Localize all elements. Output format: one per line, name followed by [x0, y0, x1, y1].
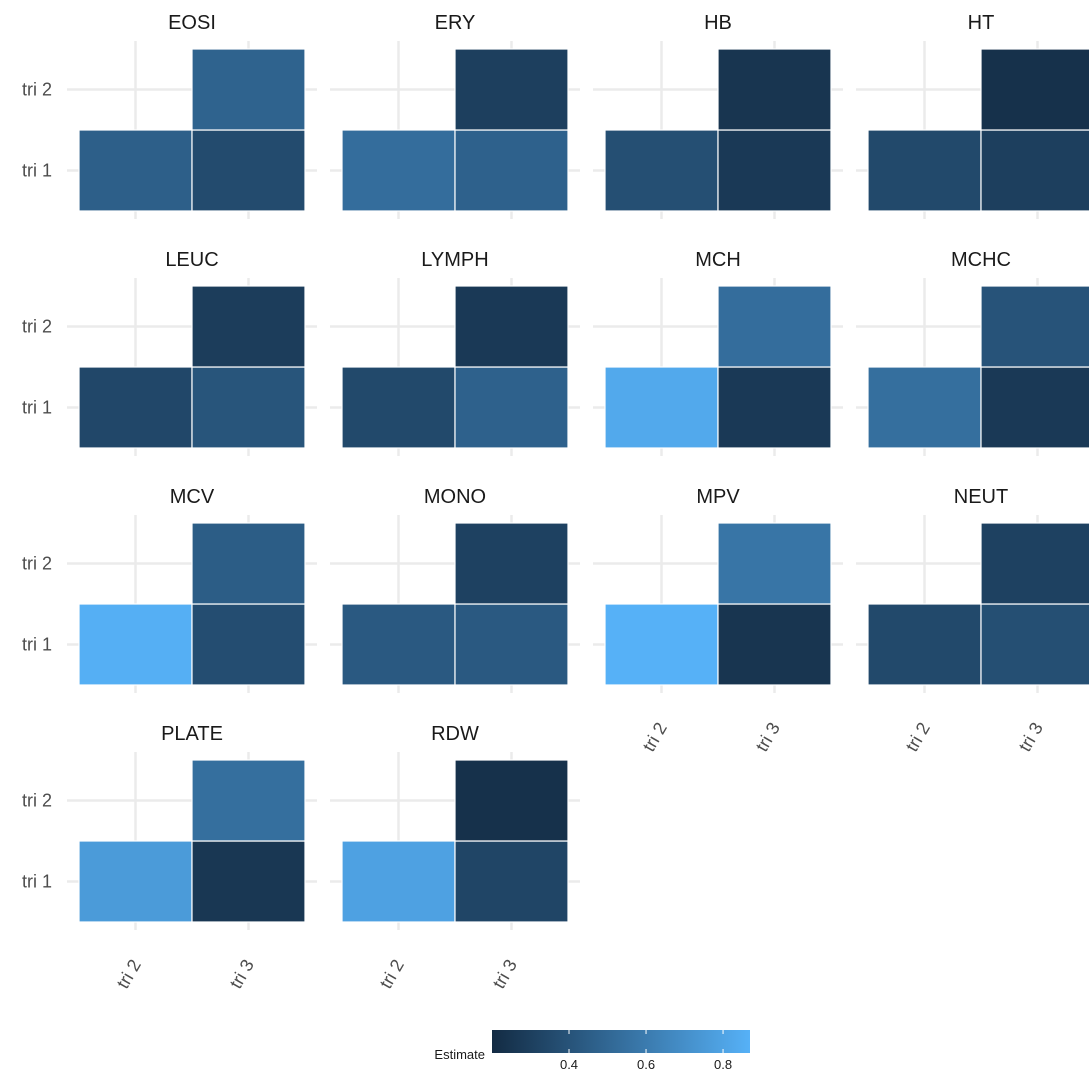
- heatmap-tile: [717, 48, 832, 131]
- heatmap-tile: [980, 285, 1089, 368]
- heatmap-tile: [191, 603, 306, 686]
- panel-title: ERY: [435, 12, 476, 34]
- y-tick-label: tri 1: [22, 398, 52, 418]
- panel-rdw: RDW tri 2 tri 3: [330, 723, 580, 992]
- panel-title: MONO: [424, 486, 486, 508]
- heatmap-tile: [454, 366, 569, 449]
- heatmap-tile: [980, 522, 1089, 605]
- panel-lymph: LYMPH: [330, 249, 580, 456]
- panel-title: MCHC: [951, 249, 1011, 271]
- heatmap-tile: [341, 840, 456, 923]
- panel-title: LEUC: [165, 249, 218, 271]
- y-tick-label: tri 1: [22, 635, 52, 655]
- heatmap-tile: [980, 129, 1089, 212]
- heatmap-tile: [454, 840, 569, 923]
- panel-hb: HB: [593, 12, 843, 219]
- panel-eosi: EOSI tri 1 tri 2: [22, 12, 317, 219]
- legend-tick-label: 0.8: [714, 1057, 732, 1072]
- panel-neut: NEUT tri 2 tri 3: [856, 486, 1089, 755]
- y-tick-label: tri 2: [22, 791, 52, 811]
- x-tick-label: tri 2: [113, 956, 145, 992]
- panel-title: EOSI: [168, 12, 216, 34]
- panel-leuc: LEUC tri 1 tri 2: [22, 249, 317, 456]
- panel-title: MCV: [170, 486, 215, 508]
- y-tick-label: tri 2: [22, 317, 52, 337]
- legend-tick-label: 0.4: [560, 1057, 578, 1072]
- x-tick-label: tri 3: [226, 956, 258, 992]
- heatmap-tile: [454, 522, 569, 605]
- panel-title: LYMPH: [421, 249, 488, 271]
- x-tick-label: tri 2: [376, 956, 408, 992]
- heatmap-tile: [980, 366, 1089, 449]
- panel-title: MPV: [696, 486, 740, 508]
- heatmap-tile: [867, 129, 982, 212]
- heatmap-tile: [717, 366, 832, 449]
- x-tick-label: tri 3: [1015, 719, 1047, 755]
- panel-ht: HT: [856, 12, 1089, 219]
- panel-title: HT: [968, 12, 995, 34]
- y-tick-label: tri 1: [22, 161, 52, 181]
- heatmap-tile: [191, 840, 306, 923]
- y-tick-label: tri 2: [22, 554, 52, 574]
- heatmap-tile: [717, 129, 832, 212]
- heatmap-tile: [717, 285, 832, 368]
- panel-mch: MCH: [593, 249, 843, 456]
- heatmap-tile: [454, 129, 569, 212]
- panel-title: RDW: [431, 723, 479, 745]
- color-legend: Estimate 0.4 0.6 0.8: [434, 1030, 750, 1072]
- heatmap-tile: [454, 48, 569, 131]
- panel-mono: MONO: [330, 486, 580, 693]
- heatmap-tile: [191, 759, 306, 842]
- heatmap-tile: [191, 366, 306, 449]
- heatmap-tile: [191, 129, 306, 212]
- heatmap-tile: [78, 840, 193, 923]
- heatmap-tile: [454, 603, 569, 686]
- panel-title: HB: [704, 12, 732, 34]
- panel-plate: PLATE tri 1 tri 2 tri 2 tri 3: [22, 723, 317, 992]
- panel-ery: ERY: [330, 12, 580, 219]
- heatmap-tile: [980, 48, 1089, 131]
- heatmap-tile: [867, 366, 982, 449]
- heatmap-tile: [191, 285, 306, 368]
- heatmap-tile: [980, 603, 1089, 686]
- x-tick-label: tri 2: [902, 719, 934, 755]
- heatmap-tile: [454, 759, 569, 842]
- panel-mchc: MCHC: [856, 249, 1089, 456]
- heatmap-tile: [341, 129, 456, 212]
- x-tick-label: tri 3: [752, 719, 784, 755]
- heatmap-tile: [191, 522, 306, 605]
- heatmap-tile: [191, 48, 306, 131]
- heatmap-tile: [341, 366, 456, 449]
- heatmap-tile: [341, 603, 456, 686]
- panel-title: PLATE: [161, 723, 223, 745]
- panel-mcv: MCV tri 1 tri 2: [22, 486, 317, 693]
- heatmap-tile: [604, 366, 719, 449]
- x-tick-label: tri 3: [489, 956, 521, 992]
- heatmap-tile: [604, 129, 719, 212]
- panel-title: NEUT: [954, 486, 1008, 508]
- panel-mpv: MPV tri 2 tri 3: [593, 486, 843, 755]
- y-tick-label: tri 1: [22, 872, 52, 892]
- panel-title: MCH: [695, 249, 741, 271]
- legend-tick-label: 0.6: [637, 1057, 655, 1072]
- x-tick-label: tri 2: [639, 719, 671, 755]
- heatmap-tile: [604, 603, 719, 686]
- heatmap-tile: [78, 603, 193, 686]
- legend-colorbar: [492, 1030, 750, 1053]
- heatmap-tile: [454, 285, 569, 368]
- heatmap-tile: [717, 522, 832, 605]
- heatmap-tile: [867, 603, 982, 686]
- legend-title: Estimate: [434, 1047, 485, 1062]
- y-tick-label: tri 2: [22, 80, 52, 100]
- heatmap-tile: [78, 129, 193, 212]
- heatmap-tile: [717, 603, 832, 686]
- facet-panels: EOSI tri 1 tri 2 ERY HB HT LEUC tri 1 tri 2 LYMPH…: [22, 12, 1089, 992]
- heatmap-tile: [78, 366, 193, 449]
